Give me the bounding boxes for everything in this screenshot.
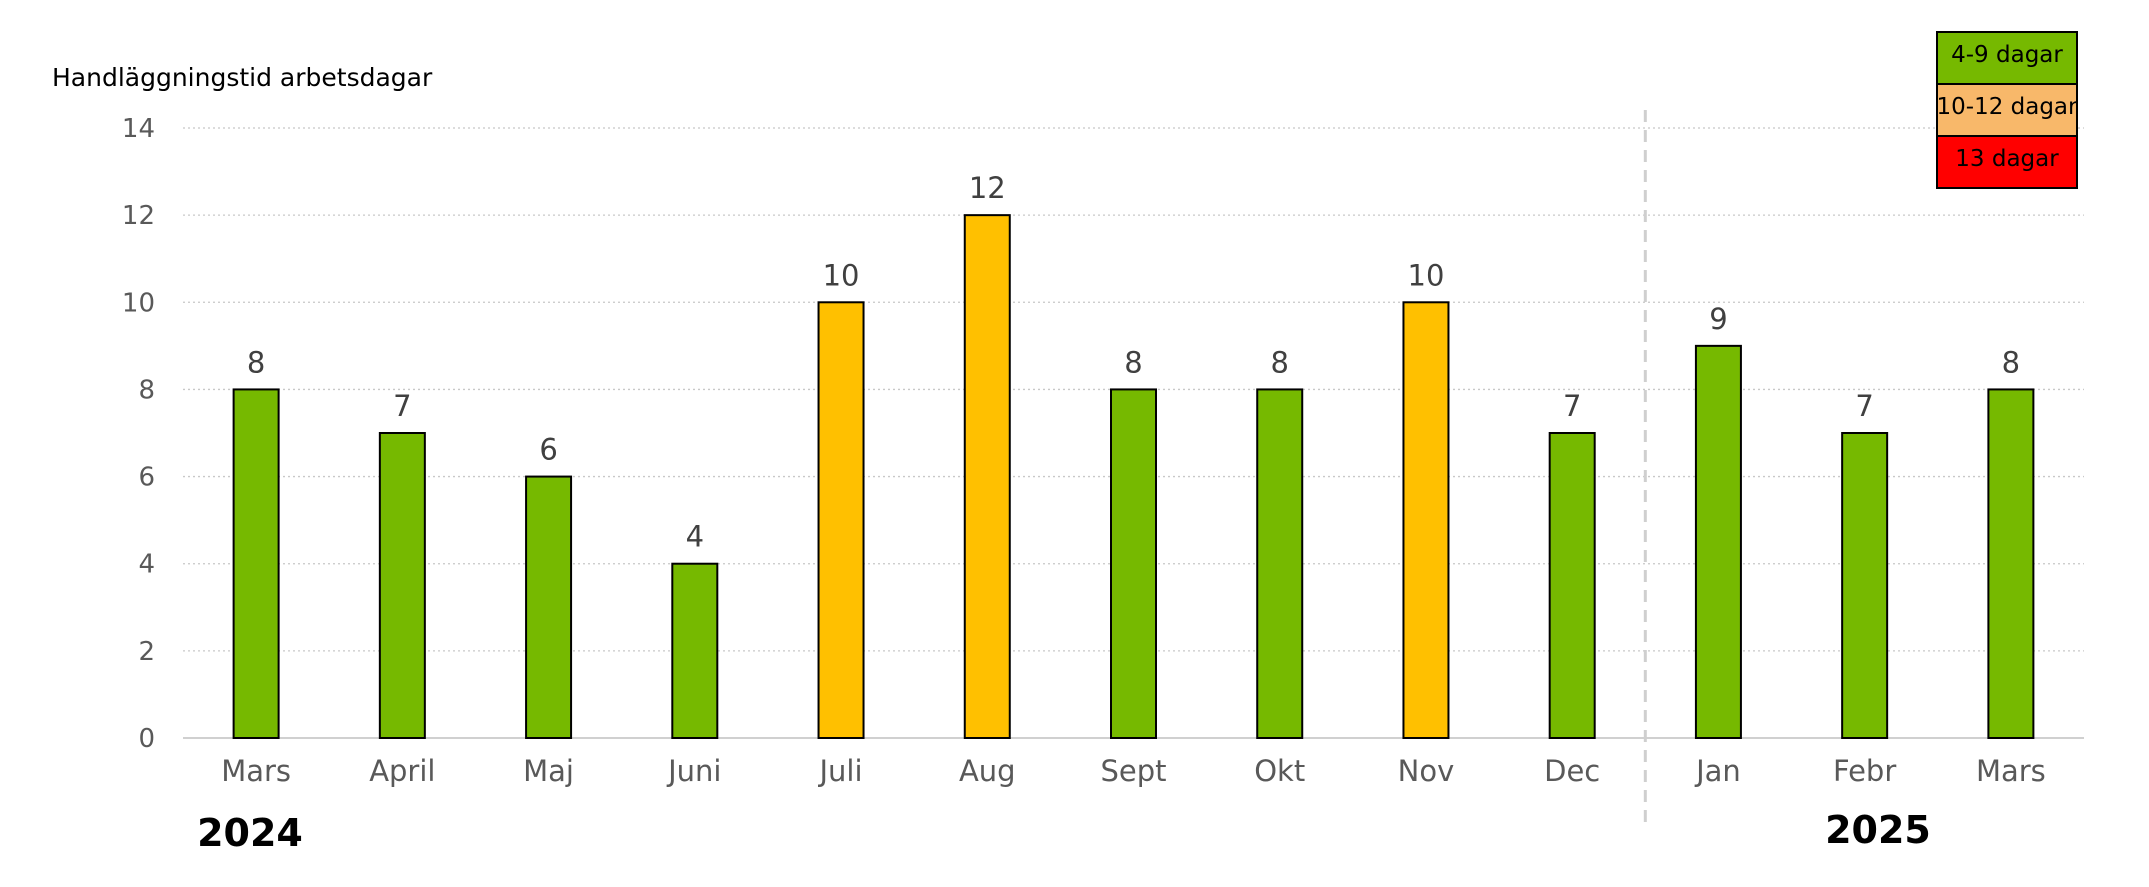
legend-label: 4-9 dagar — [1951, 42, 2063, 68]
y-tick-label: 8 — [138, 375, 155, 405]
data-label: 8 — [2002, 345, 2020, 379]
bar — [1694, 344, 1742, 739]
x-tick-label: Mars — [221, 754, 291, 788]
x-tick-label: Dec — [1544, 754, 1600, 788]
data-label: 10 — [1408, 258, 1445, 292]
x-tick-labels: Mars April Maj Juni Juli Aug Sept Okt Nov Dec Jan F… — [221, 754, 2046, 788]
bar — [1402, 301, 1450, 739]
legend-label: 13 dagar — [1955, 146, 2059, 172]
y-axis-label: Handläggningstid arbetsdagar — [52, 63, 433, 92]
x-tick-label: Nov — [1398, 754, 1455, 788]
legend-swatch — [1936, 135, 2078, 189]
y-tick-label: 14 — [122, 114, 155, 144]
y-tick-label: 2 — [138, 637, 155, 667]
x-tick-label: Aug — [959, 754, 1016, 788]
x-tick-label: Juni — [666, 754, 721, 788]
bar — [525, 475, 573, 739]
bar — [671, 562, 719, 740]
x-tick-label: Mars — [1976, 754, 2046, 788]
legend-label: 10-12 dagar — [1937, 94, 2079, 120]
bar — [1841, 432, 1889, 739]
data-label: 7 — [1855, 389, 1873, 423]
y-tick-label: 4 — [138, 550, 155, 580]
data-label: 9 — [1709, 302, 1727, 336]
y-tick-labels: 0 2 4 6 8 10 12 14 — [122, 114, 155, 754]
data-label: 7 — [1563, 389, 1581, 423]
bar — [232, 388, 280, 739]
bar — [1987, 388, 2035, 739]
bar — [1256, 388, 1304, 739]
bar — [378, 432, 426, 739]
x-tick-label: Jan — [1694, 754, 1741, 788]
data-label: 8 — [1124, 345, 1142, 379]
x-tick-label: Okt — [1254, 754, 1305, 788]
data-label: 6 — [539, 433, 557, 467]
y-tick-label: 6 — [138, 463, 155, 493]
bars — [232, 214, 2035, 740]
data-labels: 8 7 6 4 10 12 8 8 10 7 9 7 8 — [247, 171, 2020, 554]
bar — [817, 301, 865, 739]
y-tick-label: 12 — [122, 201, 155, 231]
legend: 4-9 dagar 10-12 dagar 13 dagar — [1936, 31, 2079, 189]
data-label: 7 — [393, 389, 411, 423]
data-label: 12 — [969, 171, 1006, 205]
year-label-2025: 2025 — [1825, 808, 1931, 852]
year-label-2024: 2024 — [197, 811, 303, 855]
x-tick-label: April — [369, 754, 435, 788]
bar — [1110, 388, 1157, 739]
data-label: 10 — [823, 258, 860, 292]
data-label: 8 — [1271, 345, 1289, 379]
x-tick-label: Febr — [1833, 754, 1896, 788]
bar — [963, 214, 1011, 739]
bar — [1548, 432, 1596, 739]
x-tick-label: Sept — [1100, 754, 1166, 788]
x-tick-label: Juli — [818, 754, 863, 788]
y-tick-label: 0 — [138, 724, 155, 754]
x-tick-label: Maj — [523, 754, 574, 788]
y-tick-label: 10 — [122, 288, 155, 318]
data-label: 4 — [686, 520, 704, 554]
data-label: 8 — [247, 345, 265, 379]
